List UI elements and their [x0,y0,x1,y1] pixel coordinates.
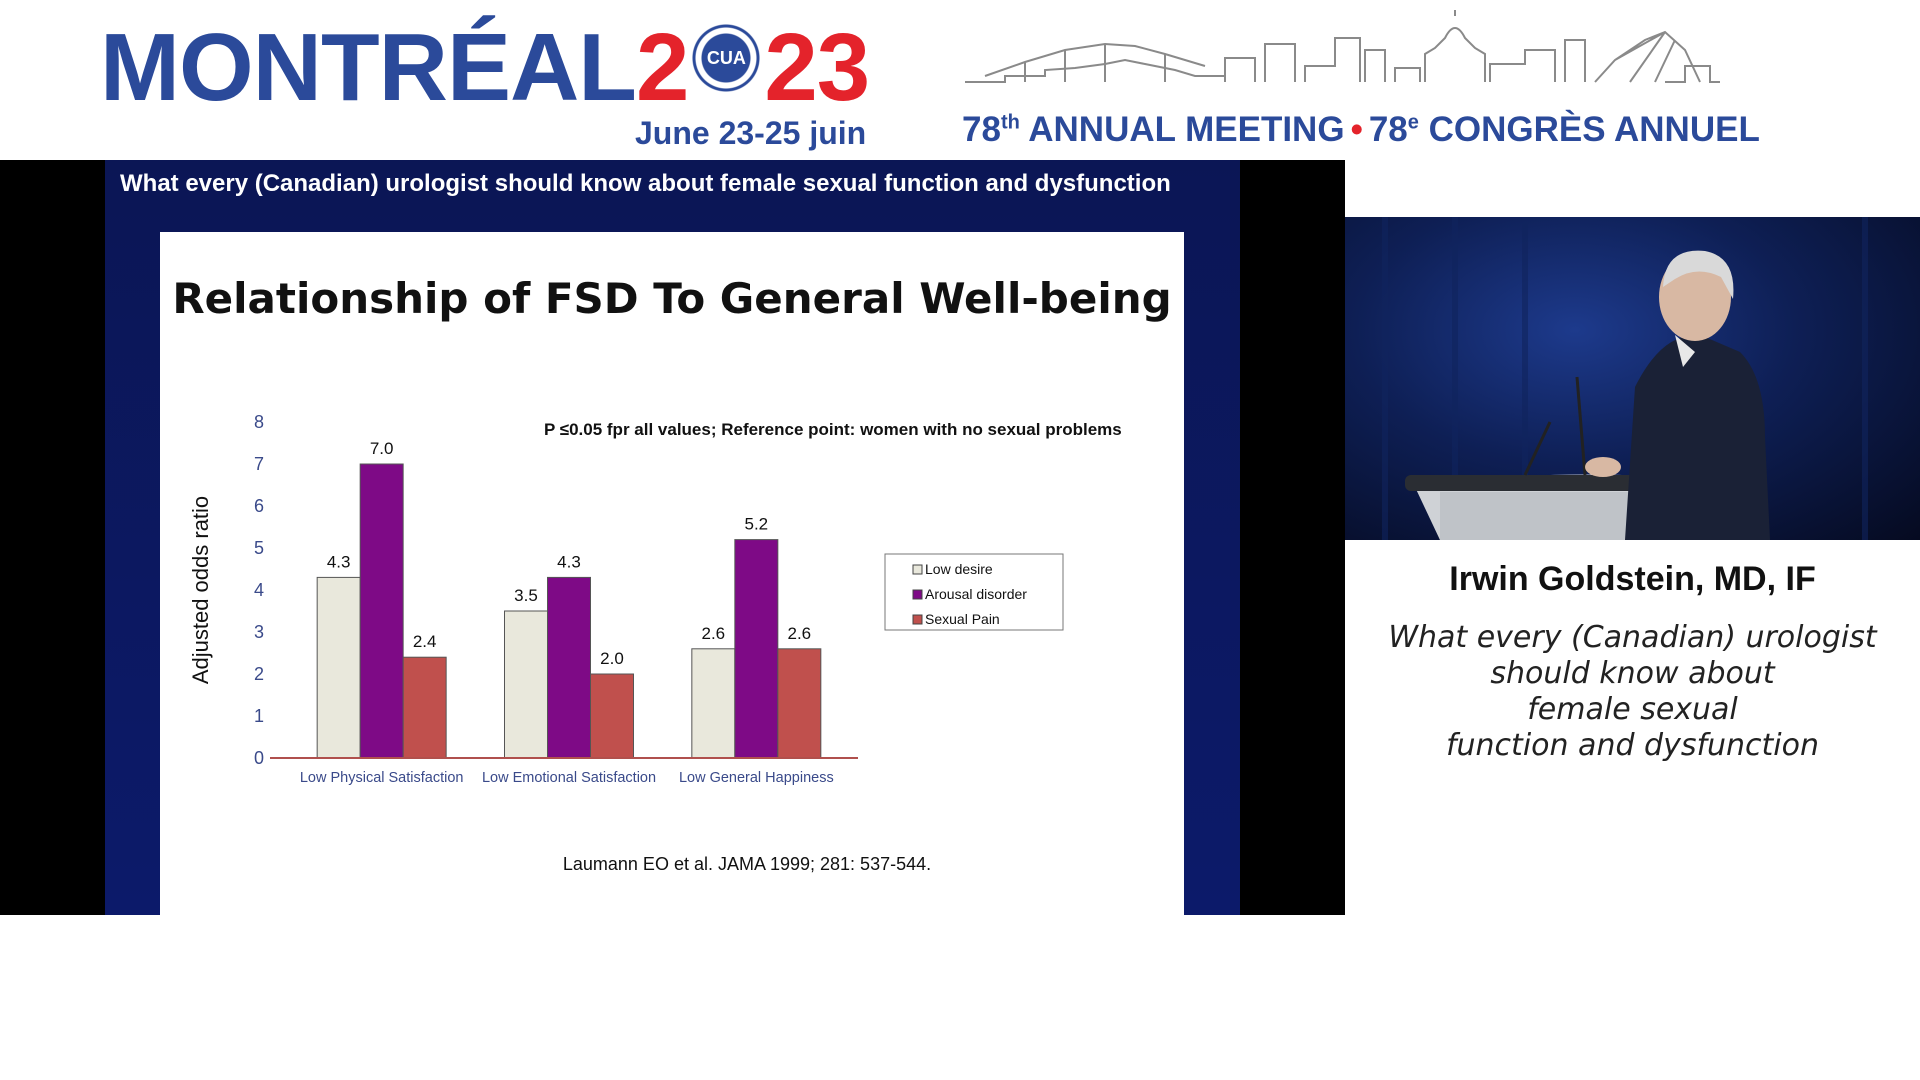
x-tick-label: Low Physical Satisfaction [300,770,464,786]
conference-dates: June 23-25 juin [635,115,867,151]
legend-swatch [912,564,923,575]
bar [777,648,822,759]
x-tick-label: Low Emotional Satisfaction [482,770,656,786]
speaker-name: Irwin Goldstein, MD, IF [1449,560,1816,598]
legend-label: Low desire [925,561,993,577]
legend-label: Arousal disorder [925,586,1027,602]
y-tick-label: 2 [254,664,264,684]
speaker-figure-icon [1382,217,1868,540]
meeting-fr-suffix: e [1407,111,1419,134]
conference-header: MONTRÉAL2 CUA 23 June 23-25 juin 78th ANNU… [0,0,1920,160]
meeting-fr-text: CONGRÈS ANNUEL [1418,110,1760,149]
bar [547,576,591,759]
speaker-video [1345,217,1920,540]
cua-seal-icon: CUA [690,22,763,94]
bar [504,610,548,759]
meeting-banner: 78th ANNUAL MEETING • 78e CONGRÈS ANNUEL [962,110,1760,150]
bar [734,539,779,759]
separator-dot-icon: • [1350,110,1363,149]
meeting-en-number: 78 [962,110,1001,149]
y-axis-title: Adjusted odds ratio [188,496,213,684]
y-tick-label: 1 [254,706,264,726]
bar [402,656,447,759]
data-label: 2.4 [413,632,437,651]
data-label: 4.3 [557,552,581,571]
conference-logo: MONTRÉAL2 CUA 23 [100,18,870,118]
chart-citation: Laumann EO et al. JAMA 1999; 281: 537-54… [562,854,932,874]
chart-note: P ≤0.05 fpr all values; Reference point:… [544,420,1122,439]
logo-city: MONTRÉAL [100,14,637,121]
seal-label: CUA [706,48,746,68]
legend-label: Sexual Pain [925,611,1000,627]
y-tick-label: 5 [254,538,264,558]
meeting-en-text: ANNUAL MEETING [1019,110,1345,149]
slide-heading: What every (Canadian) urologist should k… [120,170,1171,197]
data-label: 5.2 [745,515,769,534]
talk-title: What every (Canadian) urologist should k… [1345,620,1920,764]
talk-title-line: female sexual [1527,692,1738,727]
data-label: 3.5 [514,586,538,605]
y-tick-label: 6 [254,496,264,516]
meeting-fr-number: 78 [1368,110,1408,149]
y-tick-label: 3 [254,622,264,642]
bar [691,648,736,759]
y-tick-label: 4 [254,580,264,600]
bar [316,576,361,759]
y-tick-label: 7 [254,454,264,474]
talk-title-line: should know about [1490,656,1775,691]
bar-chart: 0 1 2 3 4 5 6 7 8 Adjusted odds ratio 4.3 7.0 2.4 Low… [188,412,1064,786]
slide-content: Relationship of FSD To General Well-bein… [160,232,1184,915]
meeting-en-suffix: th [1000,111,1020,134]
legend-swatch [912,589,923,600]
data-label: 2.6 [788,624,812,643]
bar [359,463,404,759]
y-tick-label: 8 [254,412,264,432]
talk-title-line: function and dysfunction [1445,728,1820,763]
data-label: 7.0 [370,439,394,458]
x-tick-label: Low General Happiness [679,770,834,786]
chart-title: Relationship of FSD To General Well-bein… [172,274,1172,323]
talk-title-line: What every (Canadian) urologist [1388,620,1877,655]
data-label: 4.3 [327,552,351,571]
logo-year-right: 23 [764,14,870,121]
logo-year-left: 2 [635,14,689,121]
data-label: 2.0 [600,649,624,668]
y-tick-label: 0 [254,748,264,768]
bar [590,673,634,759]
montreal-skyline-icon [965,10,1720,83]
legend-swatch [912,614,923,625]
data-label: 2.6 [702,624,726,643]
